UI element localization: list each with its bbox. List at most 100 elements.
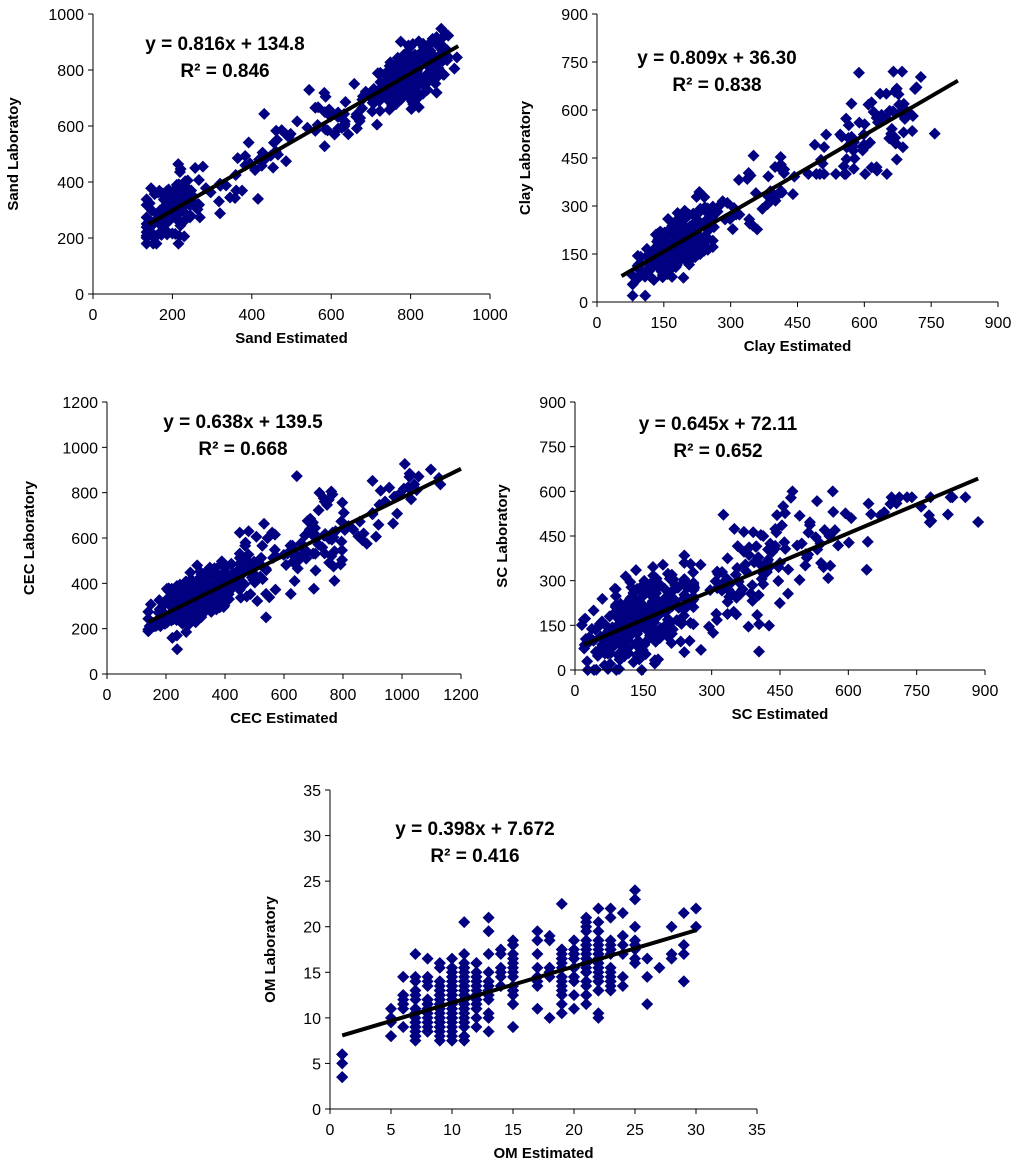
data-point <box>184 566 197 579</box>
y-tick-label: 35 <box>303 783 321 800</box>
data-point <box>256 539 269 552</box>
x-tick-label: 30 <box>687 1122 705 1139</box>
x-tick-label: 200 <box>159 307 186 324</box>
y-tick-label: 600 <box>71 531 98 548</box>
data-point <box>747 149 760 162</box>
data-point <box>318 86 331 99</box>
x-tick-label: 300 <box>717 315 744 332</box>
data-point <box>598 659 611 672</box>
r-squared-label: R² = 0.846 <box>180 61 269 82</box>
data-point <box>152 186 165 199</box>
data-point <box>580 938 593 951</box>
data-point <box>677 271 690 284</box>
data-point <box>663 614 676 627</box>
x-tick-label: 0 <box>103 687 112 704</box>
data-point <box>335 535 348 548</box>
data-point <box>433 41 446 54</box>
data-point <box>446 1034 458 1047</box>
data-point <box>592 902 605 915</box>
data-point <box>309 564 322 577</box>
data-point <box>641 952 654 965</box>
data-point <box>616 938 629 951</box>
data-point <box>677 907 690 920</box>
data-point <box>191 559 204 572</box>
y-tick-label: 1000 <box>48 7 84 24</box>
data-point <box>405 50 418 63</box>
data-point <box>403 470 416 483</box>
trend-line <box>341 928 697 1038</box>
data-point <box>385 1002 397 1015</box>
trend-line <box>147 44 460 227</box>
data-point <box>494 943 507 956</box>
data-point <box>328 545 341 558</box>
data-point <box>889 131 902 144</box>
data-point <box>430 86 443 99</box>
data-point <box>284 127 297 140</box>
data-point <box>328 574 341 587</box>
data-point <box>959 491 972 504</box>
data-point <box>323 103 336 116</box>
x-axis-title: Clay Estimated <box>744 338 852 355</box>
data-point <box>398 458 411 471</box>
data-point <box>154 204 167 217</box>
r-squared-label: R² = 0.838 <box>672 75 761 96</box>
trend-line <box>147 467 462 624</box>
data-point <box>421 1025 434 1038</box>
data-point <box>336 553 349 566</box>
data-point <box>372 518 385 531</box>
y-tick-label: 900 <box>561 7 588 24</box>
data-point <box>458 1016 471 1029</box>
data-point <box>687 618 700 631</box>
data-point <box>592 1007 605 1020</box>
data-point <box>862 497 875 510</box>
data-point <box>140 217 153 230</box>
x-tick-label: 900 <box>985 315 1012 332</box>
data-point <box>887 105 900 118</box>
data-point <box>203 561 216 574</box>
data-point <box>555 998 568 1011</box>
data-point <box>774 151 787 164</box>
x-axis-title: SC Estimated <box>732 706 829 723</box>
x-tick-label: 900 <box>972 683 999 700</box>
data-point <box>155 228 168 241</box>
data-point <box>458 1030 471 1043</box>
data-point <box>808 138 821 151</box>
data-point <box>224 191 237 204</box>
data-point <box>909 83 922 96</box>
r-squared-label: R² = 0.652 <box>673 441 762 462</box>
y-axis-title: Clay Laboratory <box>517 100 534 215</box>
data-point <box>832 539 845 552</box>
data-point <box>744 169 757 182</box>
data-point <box>862 98 875 111</box>
data-point <box>178 230 191 243</box>
data-point <box>848 152 861 165</box>
data-point <box>615 639 628 652</box>
data-point <box>653 961 666 974</box>
data-point <box>458 916 471 929</box>
data-point <box>433 989 446 1002</box>
data-point <box>291 115 304 128</box>
data-point <box>189 162 202 175</box>
data-point <box>613 663 626 676</box>
data-point <box>592 943 605 956</box>
data-point <box>322 493 335 506</box>
data-point <box>403 41 416 54</box>
x-tick-label: 15 <box>504 1122 522 1139</box>
data-point <box>156 617 169 630</box>
data-point <box>153 594 166 607</box>
data-point <box>309 547 322 560</box>
data-point <box>397 998 410 1011</box>
data-point <box>860 563 873 576</box>
data-point <box>706 234 719 247</box>
y-tick-label: 450 <box>539 529 566 546</box>
data-point <box>677 948 690 961</box>
data-point <box>755 572 768 585</box>
data-point <box>772 575 785 588</box>
data-point <box>835 130 848 143</box>
data-point <box>753 618 766 631</box>
data-point <box>470 1011 483 1024</box>
data-point <box>507 938 519 951</box>
data-point <box>818 141 831 154</box>
x-tick-label: 150 <box>630 683 657 700</box>
data-point <box>782 563 795 576</box>
